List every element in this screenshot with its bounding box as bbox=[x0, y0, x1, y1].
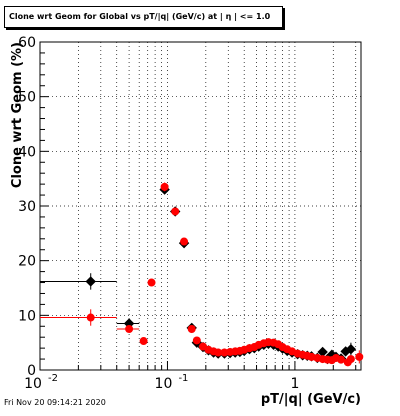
data-point-red bbox=[355, 352, 364, 361]
data-point-red bbox=[147, 278, 156, 287]
x-tick-label: 1 bbox=[290, 376, 299, 392]
data-point-red bbox=[180, 237, 189, 246]
x-tick-label: -2 bbox=[48, 373, 58, 384]
data-point-red bbox=[192, 336, 201, 345]
y-axis-label: Clone wrt Geom (%) bbox=[10, 42, 25, 188]
y-tick-label: 10 bbox=[18, 308, 36, 324]
chart-title: Clone wrt Geom for Global vs pT/|q| (GeV… bbox=[9, 12, 271, 21]
x-axis-label: pT/|q| (GeV/c) bbox=[261, 392, 361, 407]
data-point-red bbox=[214, 348, 223, 357]
data-point-red bbox=[171, 207, 180, 216]
data-point-red bbox=[337, 355, 346, 364]
timestamp: Fri Nov 20 09:14:21 2020 bbox=[4, 398, 106, 407]
y-tick-label: 20 bbox=[18, 254, 36, 270]
y-tick-label: 30 bbox=[18, 199, 36, 215]
data-point-red bbox=[160, 182, 169, 191]
data-point-red bbox=[139, 337, 148, 346]
data-point-red bbox=[346, 355, 355, 364]
title-box: Clone wrt Geom for Global vs pT/|q| (GeV… bbox=[4, 6, 283, 28]
data-point-black bbox=[85, 276, 96, 287]
y-tick-label: 60 bbox=[18, 35, 36, 51]
y-tick-label: 0 bbox=[27, 363, 36, 379]
x-tick-label: 10 bbox=[24, 376, 42, 392]
data-point-black bbox=[345, 344, 357, 355]
data-point-red bbox=[187, 325, 196, 333]
data-point-red bbox=[125, 325, 134, 333]
x-tick-label: 10 bbox=[155, 376, 173, 392]
data-point-red bbox=[86, 313, 95, 322]
x-tick-label: -1 bbox=[178, 373, 188, 384]
y-tick-label: 40 bbox=[18, 144, 36, 160]
y-tick-label: 50 bbox=[18, 90, 36, 106]
